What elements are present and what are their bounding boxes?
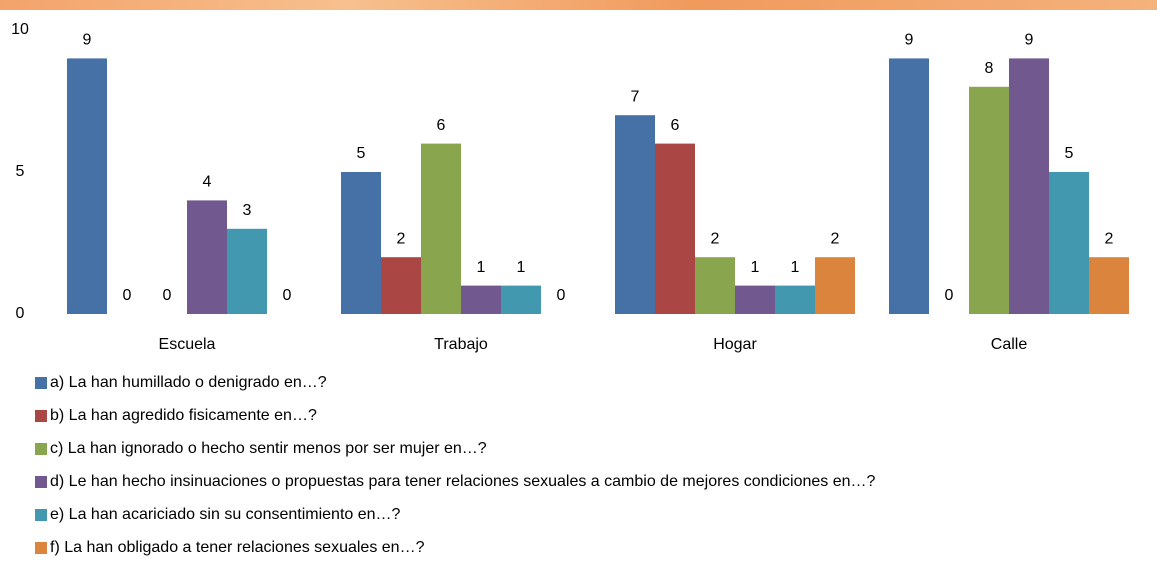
x-tick-label: Calle <box>991 336 1028 353</box>
bar <box>67 58 107 315</box>
legend-swatch <box>35 410 47 422</box>
data-label: 9 <box>905 32 914 49</box>
legend-label: b) La han agredido fisicamente en…? <box>50 407 317 424</box>
bar <box>421 143 461 314</box>
bar <box>461 285 501 314</box>
legend-swatch <box>35 443 47 455</box>
data-label: 5 <box>357 145 366 162</box>
data-label: 0 <box>557 287 566 304</box>
data-label: 6 <box>671 117 680 134</box>
legend-swatch <box>35 377 47 389</box>
data-label: 0 <box>163 287 172 304</box>
data-label: 9 <box>83 32 92 49</box>
data-label: 3 <box>243 202 252 219</box>
data-label: 0 <box>283 287 292 304</box>
bar <box>655 143 695 314</box>
bar <box>815 257 855 314</box>
y-tick-label: 10 <box>11 21 29 38</box>
bar <box>341 172 381 314</box>
bar <box>381 257 421 314</box>
data-label: 1 <box>751 259 760 276</box>
x-tick-label: Escuela <box>159 336 216 353</box>
legend-label: e) La han acariciado sin su consentimien… <box>50 506 401 523</box>
bar <box>695 257 735 314</box>
data-label: 2 <box>1105 230 1114 247</box>
data-label: 4 <box>203 174 212 191</box>
legend-label: f) La han obligado a tener relaciones se… <box>50 539 425 556</box>
data-label: 1 <box>517 259 526 276</box>
data-label: 2 <box>831 230 840 247</box>
data-label: 2 <box>397 230 406 247</box>
data-label: 1 <box>791 259 800 276</box>
data-label: 2 <box>711 230 720 247</box>
bar <box>1049 172 1089 314</box>
bar <box>1089 257 1129 314</box>
x-tick-label: Trabajo <box>434 336 488 353</box>
data-label: 8 <box>985 60 994 77</box>
legend-swatch <box>35 542 47 554</box>
data-label: 6 <box>437 117 446 134</box>
data-label: 0 <box>123 287 132 304</box>
bar <box>227 228 267 314</box>
data-label: 7 <box>631 88 640 105</box>
bar <box>615 115 655 314</box>
bar <box>1009 58 1049 315</box>
bar <box>501 285 541 314</box>
legend-label: a) La han humillado o denigrado en…? <box>50 374 327 391</box>
x-tick-label: Hogar <box>713 336 757 353</box>
legend-label: d) Le han hecho insinuaciones o propuest… <box>50 473 876 490</box>
legend-swatch <box>35 509 47 521</box>
data-label: 9 <box>1025 32 1034 49</box>
bar <box>775 285 815 314</box>
bar <box>969 86 1009 314</box>
bar <box>889 58 929 315</box>
legend-label: c) La han ignorado o hecho sentir menos … <box>50 440 487 457</box>
data-label: 5 <box>1065 145 1074 162</box>
y-tick-label: 5 <box>16 163 25 180</box>
data-label: 1 <box>477 259 486 276</box>
header-strip <box>0 0 1157 10</box>
data-label: 0 <box>945 287 954 304</box>
bar <box>735 285 775 314</box>
legend-swatch <box>35 476 47 488</box>
bar <box>187 200 227 314</box>
y-tick-label: 0 <box>16 305 25 322</box>
